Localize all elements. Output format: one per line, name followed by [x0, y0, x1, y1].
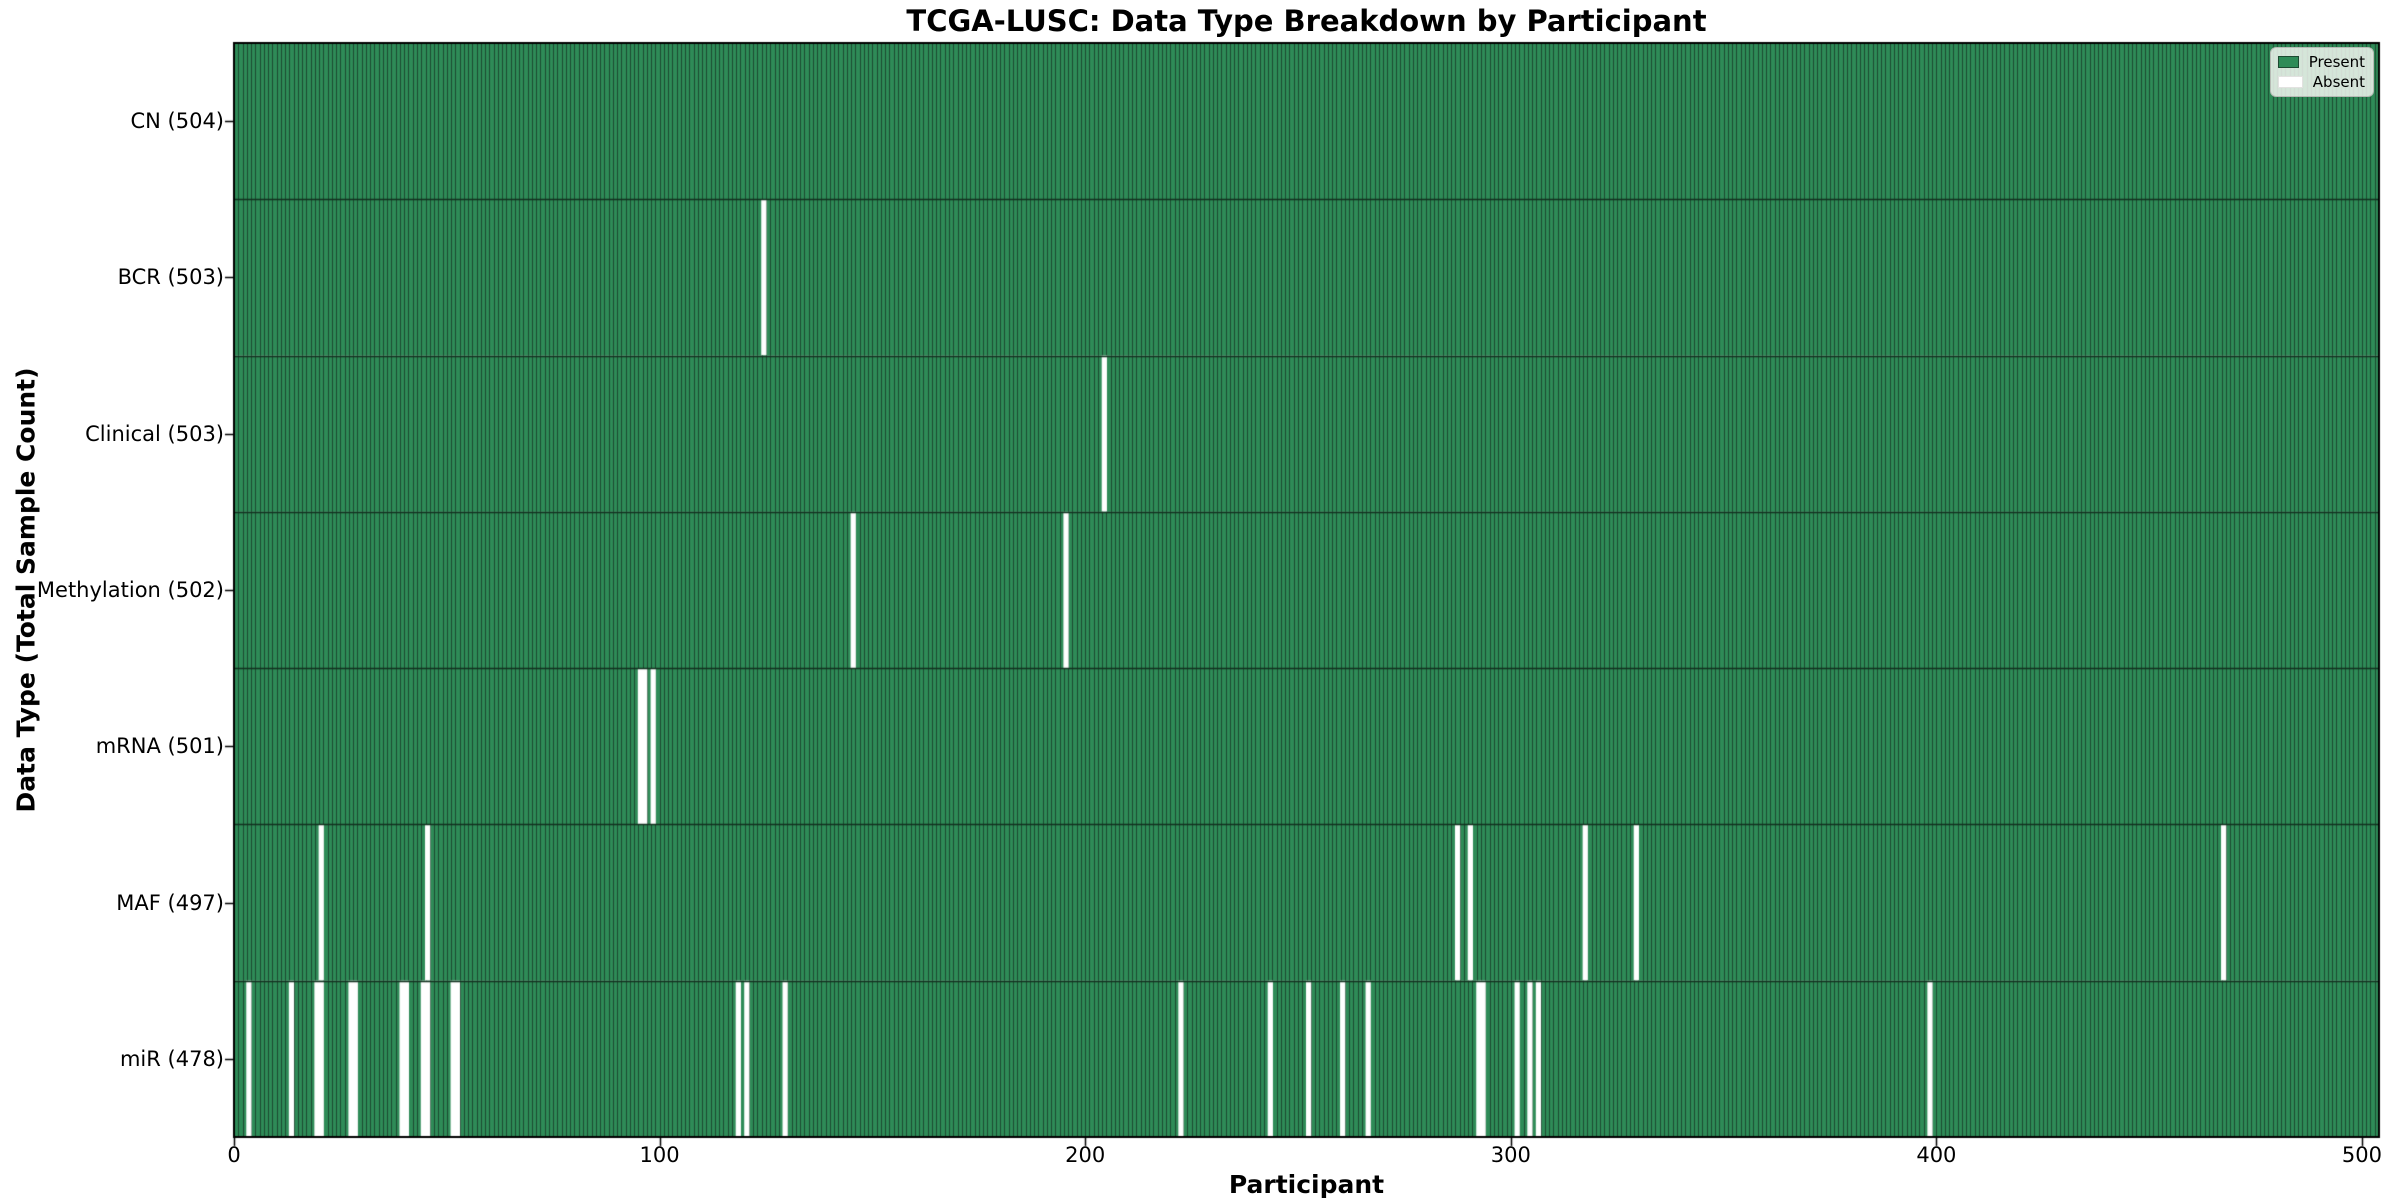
x-tick-label: 100 [639, 1143, 680, 1167]
legend-item-present: Present [2278, 54, 2365, 70]
present-swatch-icon [2278, 56, 2299, 68]
y-tick-label: CN (504) [130, 109, 224, 134]
y-tick-label: MAF (497) [116, 890, 224, 915]
legend-item-absent: Absent [2278, 74, 2365, 90]
chart-title: TCGA-LUSC: Data Type Breakdown by Partic… [906, 4, 1707, 38]
y-tick-label: miR (478) [119, 1046, 224, 1071]
x-tick-label: 200 [1065, 1143, 1106, 1167]
y-tick-label: BCR (503) [117, 265, 224, 290]
legend: Present Absent [2270, 47, 2374, 97]
legend-label-absent: Absent [2312, 73, 2365, 91]
x-axis-label: Participant [1228, 1170, 1385, 1199]
x-tick-label: 500 [2341, 1143, 2383, 1167]
absent-swatch-icon [2278, 76, 2303, 88]
x-tick-label: 0 [227, 1143, 241, 1167]
y-tick-label: mRNA (501) [95, 734, 224, 759]
x-tick-label: 300 [1490, 1143, 1531, 1167]
y-tick-label: Methylation (502) [36, 578, 224, 602]
y-tick-label: Clinical (503) [85, 421, 224, 446]
x-tick-label: 400 [1916, 1143, 1957, 1167]
legend-label-present: Present [2308, 53, 2365, 71]
